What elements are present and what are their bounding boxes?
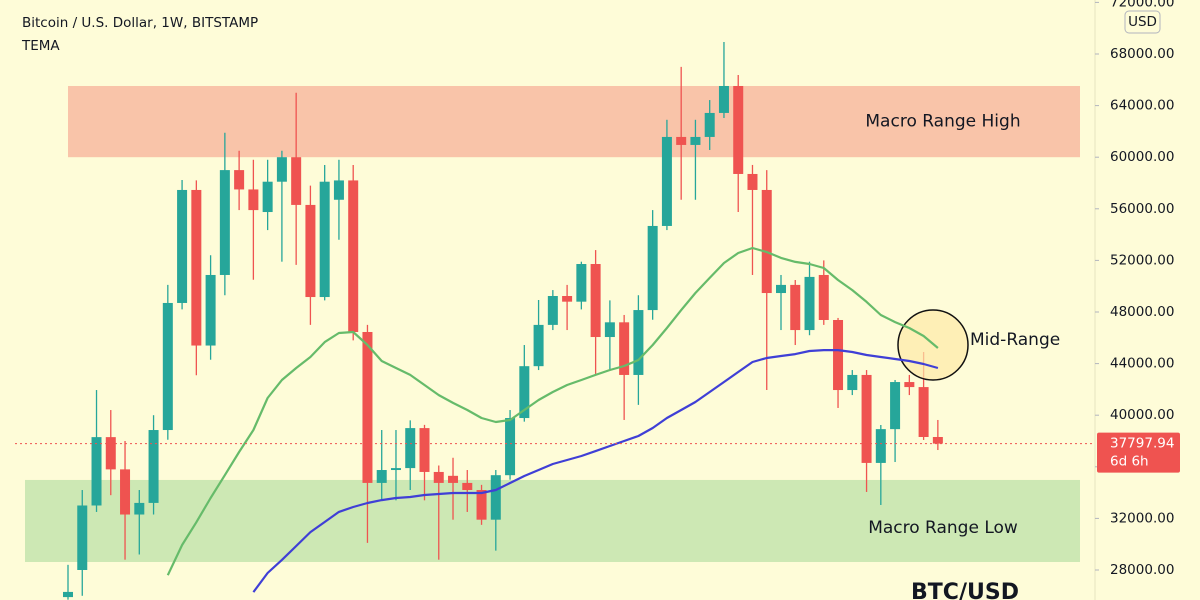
candle-body — [276, 157, 287, 182]
candle-body — [105, 437, 116, 470]
tema-line — [166, 246, 939, 576]
candle-body — [890, 382, 901, 430]
tema-line — [252, 349, 939, 593]
candle-body — [433, 471, 444, 483]
annotation-label: Mid-Range — [970, 330, 1060, 350]
candle-body — [333, 180, 344, 200]
candle-body — [505, 418, 516, 476]
candle-body — [120, 469, 131, 515]
candle-body — [875, 429, 886, 463]
candle-body — [633, 310, 644, 375]
candle-body — [932, 436, 943, 444]
candle-body — [590, 264, 601, 338]
candle-body — [747, 173, 758, 190]
candle-body — [647, 225, 658, 311]
countdown-label: 6d 6h — [1110, 454, 1149, 470]
candle-body — [519, 366, 530, 419]
candle-body — [790, 284, 801, 331]
candle-body — [234, 170, 245, 190]
candle-body — [462, 482, 473, 491]
candle-body — [162, 302, 173, 431]
candle-body — [776, 284, 786, 294]
candle-body — [77, 505, 88, 570]
candle-body — [348, 180, 359, 332]
candle-body — [419, 428, 430, 472]
candle-body — [362, 331, 373, 483]
y-tick-label: 40000.00 — [1110, 407, 1174, 423]
candle-body — [191, 189, 202, 346]
candle-body — [490, 475, 501, 520]
candle-body — [134, 502, 145, 515]
candle-body — [718, 85, 729, 113]
candle-body — [804, 276, 815, 331]
candle-body — [248, 189, 259, 211]
chart-title: Bitcoin / U.S. Dollar, 1W, BITSTAMP — [22, 15, 258, 31]
candle-body — [604, 322, 615, 338]
y-tick-label: 72000.00 — [1110, 0, 1174, 10]
candle-body — [847, 374, 858, 391]
candle-body — [291, 157, 302, 205]
symbol-label: BTC/USD — [911, 580, 1019, 600]
currency-label: USD — [1128, 14, 1157, 30]
candle-body — [833, 319, 844, 391]
candle-body — [733, 85, 744, 174]
candle-body — [448, 475, 459, 483]
y-tick-label: 52000.00 — [1110, 252, 1174, 268]
candle-body — [704, 112, 715, 137]
candle-body — [319, 181, 330, 298]
last-price-box — [1097, 432, 1180, 473]
candle-body — [376, 470, 387, 483]
plot-area — [15, 42, 1095, 600]
last-price-label: 37797.94 — [1110, 436, 1174, 452]
candle-body — [861, 374, 872, 463]
candle-body — [476, 490, 487, 520]
candle-body — [547, 296, 558, 325]
range-zone — [25, 479, 1080, 562]
indicator-label: TEMA — [21, 38, 60, 54]
candle-body — [533, 324, 544, 367]
candle-body — [676, 136, 687, 145]
currency-box — [1124, 10, 1161, 34]
candle-body — [219, 170, 230, 275]
candle-body — [619, 322, 630, 375]
candle-body — [390, 468, 401, 471]
candle-body — [690, 136, 701, 145]
y-tick-label: 56000.00 — [1110, 201, 1174, 217]
candle-body — [63, 591, 73, 598]
candle-body — [148, 430, 159, 503]
candle-body — [918, 387, 929, 437]
candle-body — [904, 382, 915, 388]
candle-body — [661, 136, 672, 226]
range-zone — [68, 85, 1080, 158]
candle-body — [205, 274, 216, 346]
candle-body — [91, 437, 102, 506]
zone-label: Macro Range High — [865, 112, 1020, 132]
y-tick-label: 44000.00 — [1110, 356, 1174, 372]
y-tick-label: 32000.00 — [1110, 510, 1174, 526]
candle-body — [177, 189, 188, 303]
candle-body — [576, 264, 587, 302]
y-tick-label: 48000.00 — [1110, 304, 1174, 320]
candle-body — [818, 274, 829, 320]
candle-body — [262, 181, 273, 213]
candle-body — [761, 189, 772, 294]
zone-label: Macro Range Low — [868, 518, 1018, 538]
candle-body — [305, 204, 316, 298]
candle-body — [562, 296, 573, 302]
y-tick-label: 64000.00 — [1110, 98, 1174, 114]
candle-body — [405, 428, 416, 469]
y-tick-label: 68000.00 — [1110, 46, 1174, 62]
y-tick-label: 60000.00 — [1110, 149, 1174, 165]
y-tick-label: 28000.00 — [1110, 562, 1174, 578]
